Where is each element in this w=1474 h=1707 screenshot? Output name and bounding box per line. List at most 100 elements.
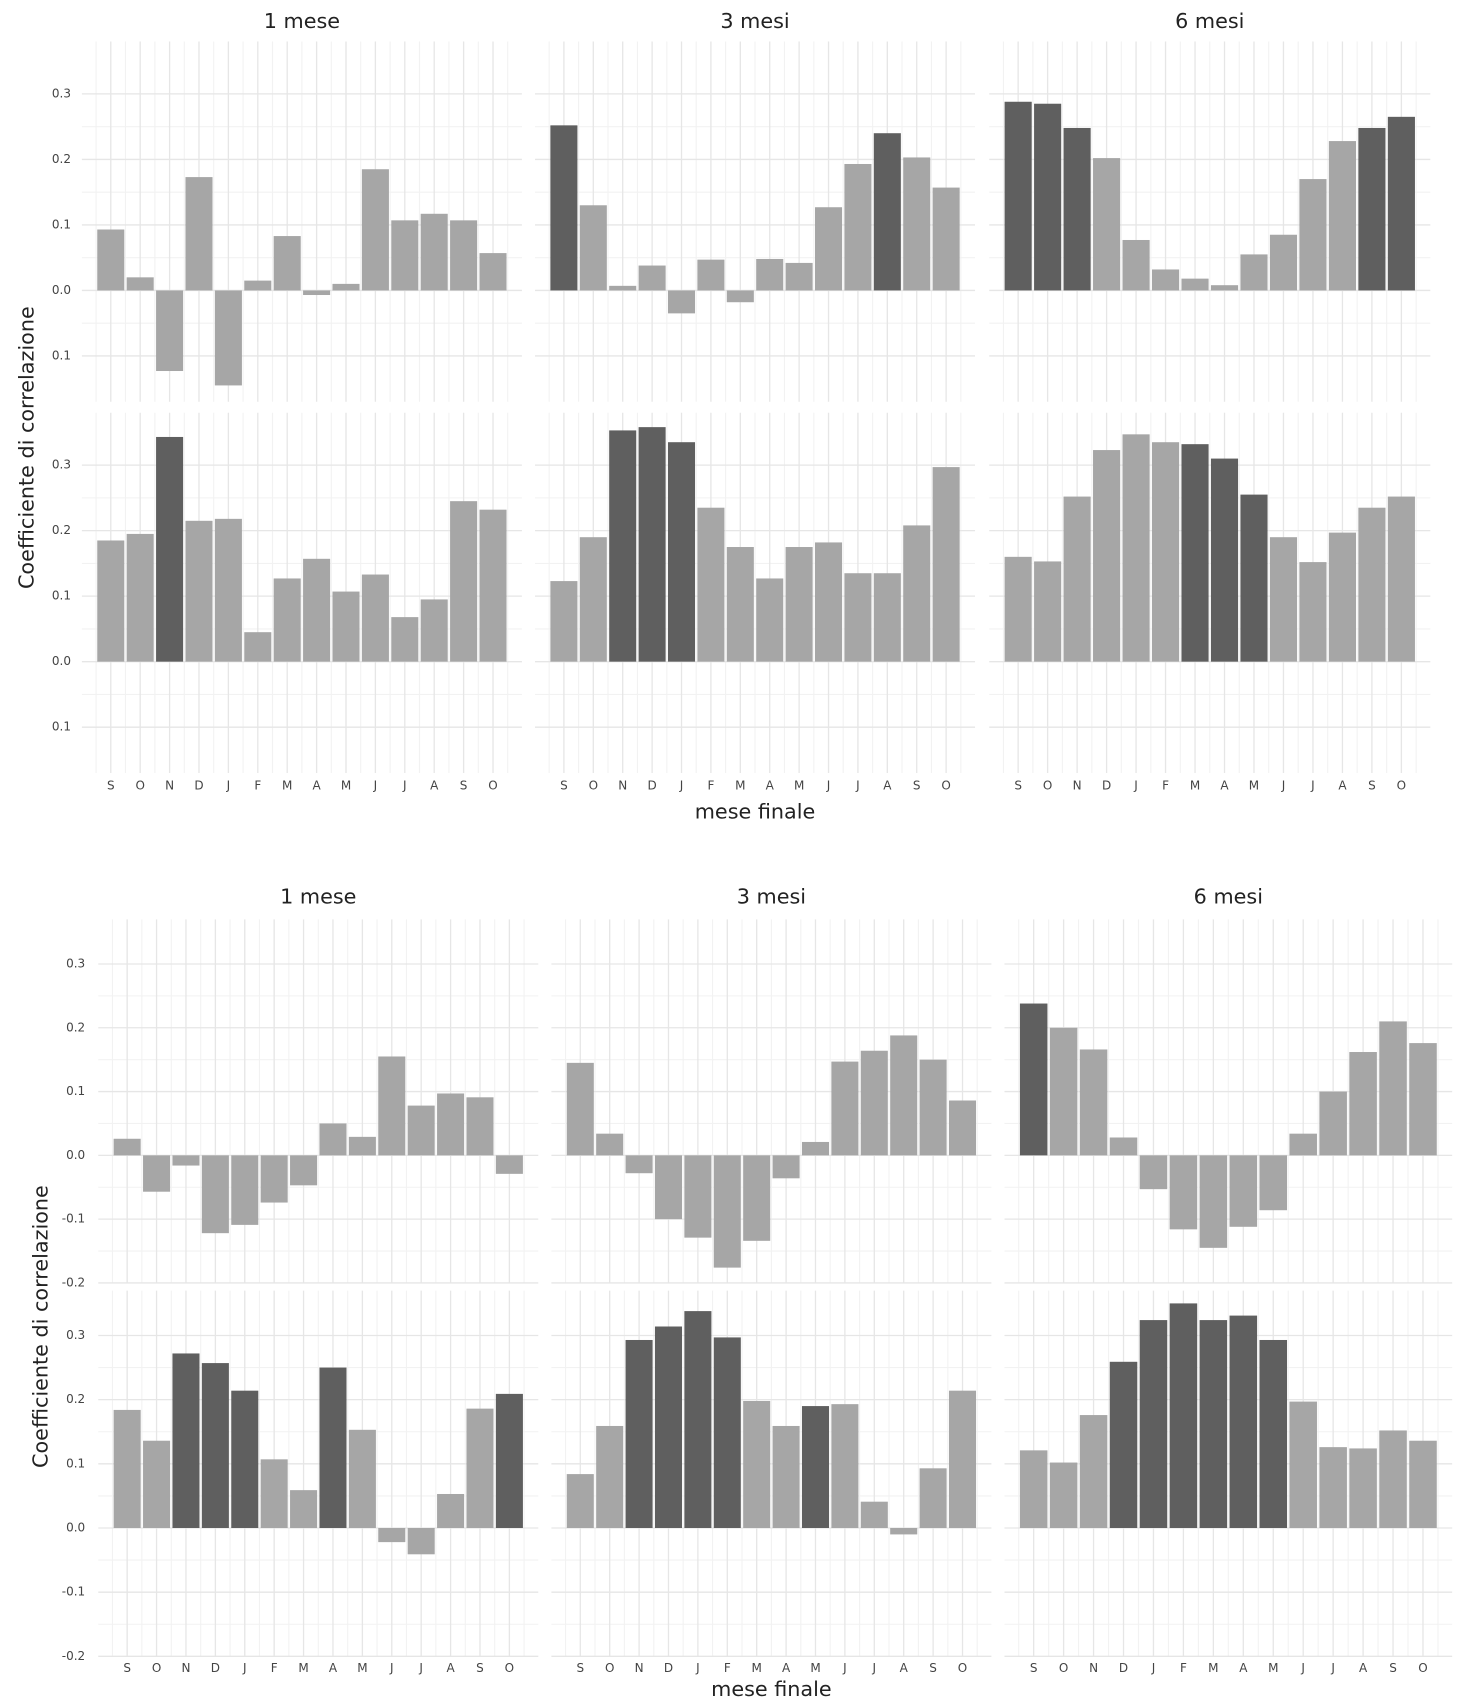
bar <box>697 259 725 291</box>
x-tick-label: J <box>1281 779 1286 793</box>
bar <box>1349 1052 1377 1156</box>
y-tick-label: 0.2 <box>66 1020 85 1034</box>
bar <box>903 157 931 291</box>
bar <box>713 1155 741 1268</box>
x-tick-label: O <box>488 779 497 793</box>
x-tick-label: D <box>211 1661 220 1675</box>
x-tick-label: A <box>766 779 775 793</box>
bar <box>743 1400 771 1528</box>
bar <box>596 1425 624 1528</box>
bar <box>303 558 331 662</box>
column-title: 1 mese <box>264 9 340 33</box>
bar <box>772 1425 800 1528</box>
bar <box>1079 1049 1108 1156</box>
x-tick-label: O <box>1418 1661 1427 1675</box>
bar <box>1289 1133 1317 1156</box>
bar <box>1063 496 1091 662</box>
bar <box>156 290 184 372</box>
bar <box>860 1501 888 1528</box>
y-tick-label: 0.3 <box>66 1328 85 1342</box>
x-tick-label: O <box>589 779 598 793</box>
y-tick-label: 0.3 <box>52 458 71 472</box>
y-tick-label: 0.1 <box>66 1456 85 1470</box>
x-tick-label: M <box>341 779 351 793</box>
bar <box>466 1408 494 1528</box>
y-tick-label: -0.1 <box>62 1585 85 1599</box>
bar <box>319 1123 347 1156</box>
y-tick-label: -0.2 <box>62 1649 85 1663</box>
x-tick-label: J <box>1310 779 1315 793</box>
bar <box>814 207 843 291</box>
x-tick-label: A <box>782 1661 791 1675</box>
bar <box>1240 254 1268 291</box>
x-tick-label: J <box>695 1661 700 1675</box>
bar <box>1109 1137 1138 1156</box>
bar <box>1199 1320 1228 1528</box>
bar <box>579 537 607 662</box>
x-tick-label: A <box>312 779 321 793</box>
column-title: 1 mese <box>280 885 356 909</box>
x-tick-label: F <box>724 1661 731 1675</box>
bar <box>1210 458 1239 662</box>
x-tick-label: S <box>460 779 468 793</box>
x-tick-label: A <box>900 1661 909 1675</box>
bar <box>450 220 478 291</box>
bar <box>1299 562 1327 662</box>
bar <box>726 290 754 303</box>
x-tick-label: M <box>1268 1661 1278 1675</box>
bar <box>625 1339 653 1528</box>
bar <box>143 1155 171 1192</box>
bar <box>260 1459 288 1528</box>
bar <box>1151 269 1180 291</box>
x-tick-label: J <box>842 1661 847 1675</box>
bar <box>638 427 666 662</box>
bar <box>273 578 301 662</box>
y-tick-label: -0.2 <box>62 1275 85 1289</box>
bar <box>919 1059 947 1156</box>
bar <box>1409 1440 1437 1528</box>
x-tick-label: M <box>1208 1661 1218 1675</box>
bar <box>625 1155 653 1174</box>
bar <box>654 1155 683 1220</box>
bar <box>260 1155 288 1203</box>
x-tick-label: M <box>1190 779 1200 793</box>
x-tick-label: O <box>135 779 144 793</box>
bar <box>1049 1462 1078 1528</box>
y-tick-label: 0.1 <box>52 589 71 603</box>
x-tick-label: S <box>1014 779 1022 793</box>
x-tick-label: J <box>389 1661 394 1675</box>
x-tick-label: S <box>929 1661 937 1675</box>
bar <box>378 1056 406 1156</box>
bar <box>466 1097 494 1156</box>
bar <box>713 1337 741 1528</box>
x-tick-label: N <box>635 1661 644 1675</box>
x-tick-label: O <box>605 1661 614 1675</box>
bar <box>873 133 901 291</box>
bar <box>495 1155 523 1174</box>
y-tick-label: 0.0 <box>66 1148 85 1162</box>
bar <box>332 591 360 662</box>
bar <box>391 617 419 662</box>
bar <box>303 290 331 296</box>
bar <box>801 1141 830 1156</box>
bar <box>126 533 154 662</box>
x-axis-label: mese finale <box>695 799 816 823</box>
bar <box>1379 1021 1407 1156</box>
bar <box>156 436 184 662</box>
bar <box>1139 1155 1168 1190</box>
bar <box>1328 532 1356 662</box>
x-tick-label: J <box>872 1661 877 1675</box>
bar <box>1169 1155 1198 1230</box>
bar <box>420 213 448 291</box>
x-tick-label: S <box>123 1661 131 1675</box>
bar <box>609 430 637 662</box>
bar <box>479 509 507 662</box>
bar <box>437 1093 465 1156</box>
x-tick-label: J <box>1133 779 1138 793</box>
bar <box>948 1100 977 1156</box>
bar <box>948 1390 977 1528</box>
x-tick-label: A <box>883 779 892 793</box>
x-tick-label: F <box>254 779 261 793</box>
x-tick-label: O <box>1059 1661 1068 1675</box>
bar <box>785 262 813 291</box>
